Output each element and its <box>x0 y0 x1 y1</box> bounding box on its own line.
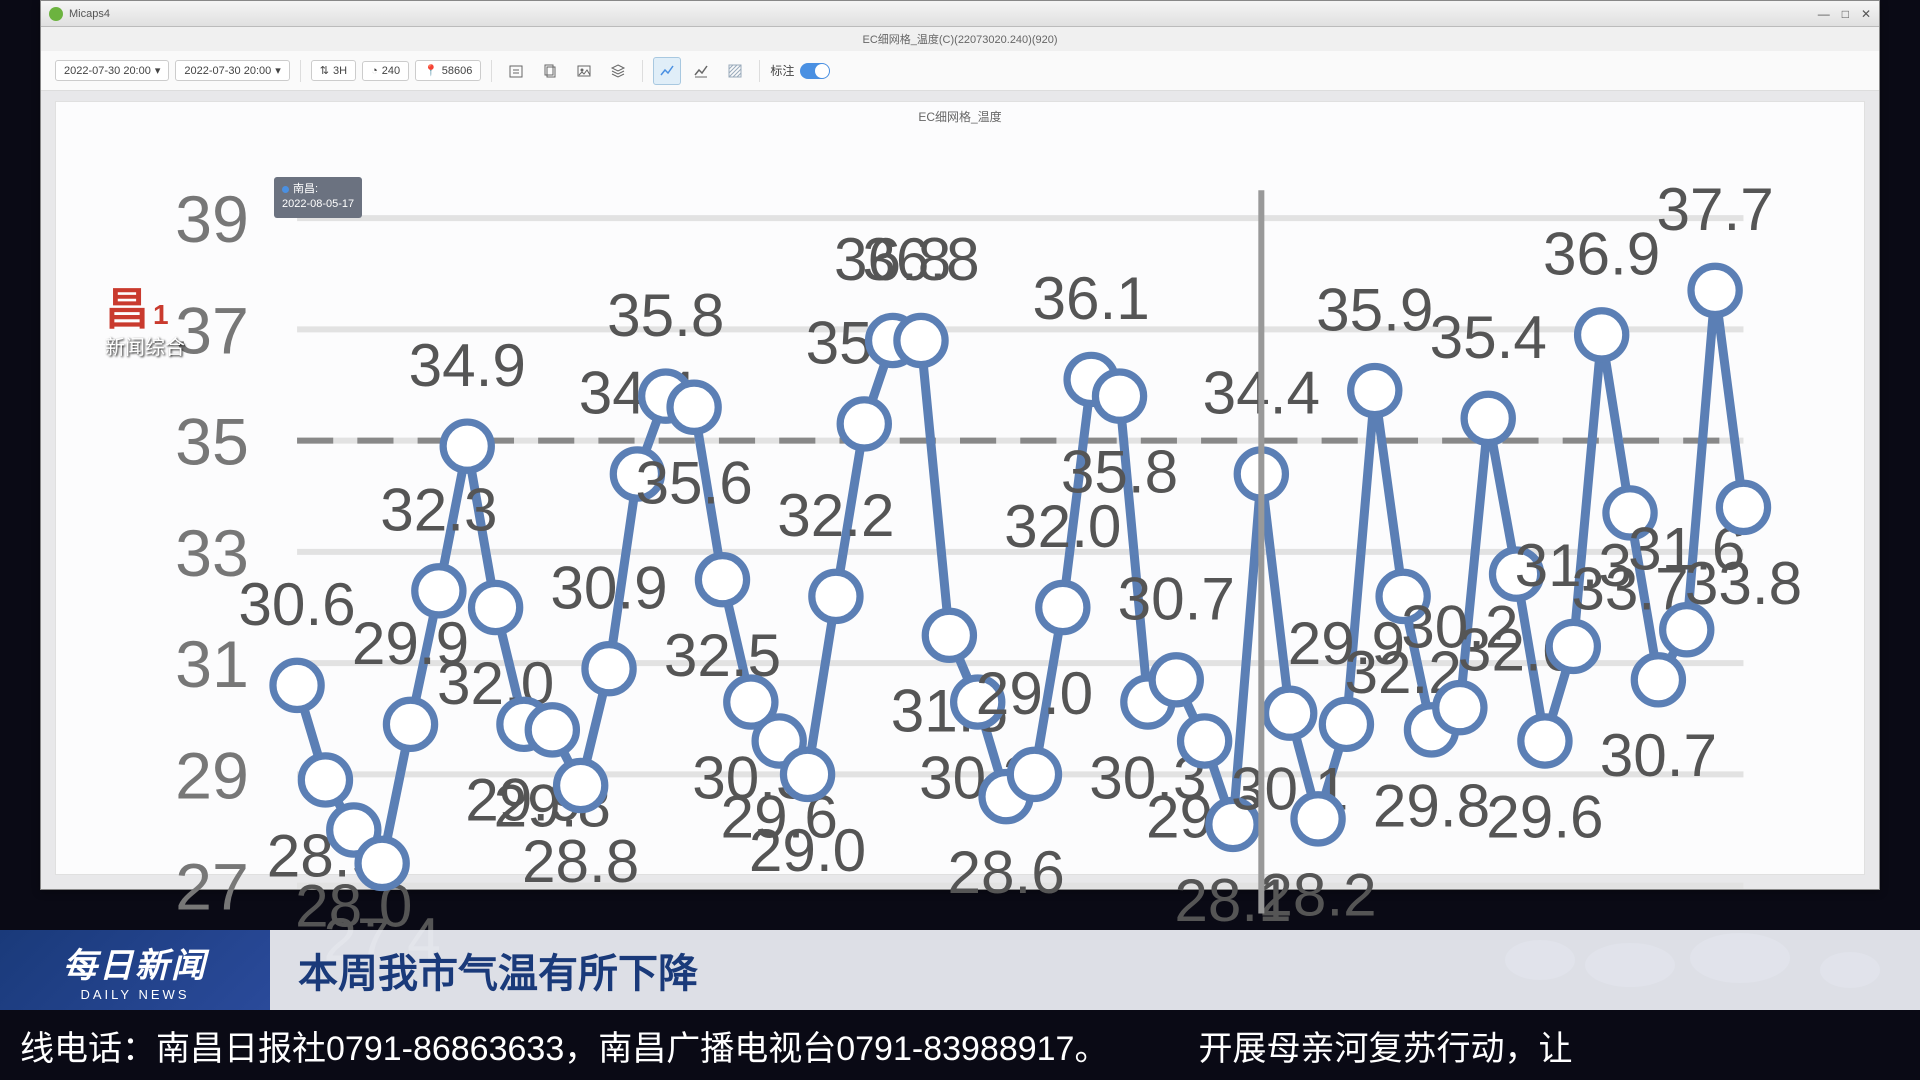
svg-text:31: 31 <box>175 628 249 702</box>
toolbar: 2022-07-30 20:00▾ 2022-07-30 20:00▾ ⇅3H … <box>41 51 1879 91</box>
channel-logo: 昌 <box>105 285 149 334</box>
layers-icon[interactable] <box>604 57 632 85</box>
news-overlay: 昌1 新闻综合 每日新闻 DAILY NEWS 本周我市气温有所下降 线电话：南… <box>0 890 1920 1080</box>
line-chart-icon[interactable] <box>653 57 681 85</box>
svg-text:28.8: 28.8 <box>522 827 639 895</box>
chart-panel: EC细网格_温度 2729313335373930.628.928.027.42… <box>55 101 1865 875</box>
close-button[interactable]: ✕ <box>1861 7 1871 21</box>
svg-text:39: 39 <box>175 183 249 257</box>
interval-field[interactable]: ⇅3H <box>311 60 356 81</box>
svg-text:36.9: 36.9 <box>1543 220 1660 288</box>
headline-bar: 每日新闻 DAILY NEWS 本周我市气温有所下降 <box>0 930 1920 1010</box>
svg-text:34.9: 34.9 <box>409 331 526 399</box>
svg-text:30.7: 30.7 <box>1118 565 1235 633</box>
svg-text:30.9: 30.9 <box>550 553 667 621</box>
program-badge: 每日新闻 DAILY NEWS <box>0 930 270 1010</box>
chart-title: EC细网格_温度 <box>56 102 1864 131</box>
application-window: Micaps4 — □ ✕ EC细网格_温度(C)(22073020.240)(… <box>40 0 1880 890</box>
pin-icon: 📍 <box>424 64 438 77</box>
svg-text:36.1: 36.1 <box>1033 264 1150 332</box>
marker-label: 标注 <box>770 62 794 79</box>
svg-text:32.2: 32.2 <box>777 481 894 549</box>
channel-logo-block: 昌1 新闻综合 <box>105 290 185 360</box>
date-to-field[interactable]: 2022-07-30 20:00▾ <box>175 60 289 81</box>
svg-text:36.8: 36.8 <box>862 225 979 293</box>
svg-text:30.6: 30.6 <box>238 570 355 638</box>
svg-text:35.8: 35.8 <box>607 281 724 349</box>
svg-text:37: 37 <box>175 294 249 368</box>
svg-text:35.8: 35.8 <box>1061 438 1178 506</box>
image-icon[interactable] <box>570 57 598 85</box>
document-title: EC细网格_温度(C)(22073020.240)(920) <box>41 27 1879 51</box>
channel-subtitle: 新闻综合 <box>105 331 185 360</box>
channel-number: 1 <box>153 299 169 330</box>
svg-text:35.4: 35.4 <box>1430 303 1547 371</box>
svg-text:33.8: 33.8 <box>1685 549 1802 617</box>
svg-text:35.9: 35.9 <box>1316 275 1433 343</box>
copy-icon[interactable] <box>536 57 564 85</box>
maximize-button[interactable]: □ <box>1842 7 1849 21</box>
date-from-field[interactable]: 2022-07-30 20:00▾ <box>55 60 169 81</box>
app-icon <box>49 7 63 21</box>
svg-text:32.3: 32.3 <box>380 476 497 544</box>
svg-text:30.7: 30.7 <box>1600 721 1717 789</box>
sort-icon: ⇅ <box>320 64 329 77</box>
chart-tooltip: 南昌: 2022-08-05-17 <box>274 177 362 218</box>
app-name: Micaps4 <box>69 8 110 20</box>
station-field[interactable]: 📍58606 <box>415 60 481 81</box>
headline-text: 本周我市气温有所下降 <box>298 941 698 999</box>
minimize-button[interactable]: — <box>1818 7 1830 21</box>
svg-text:29.0: 29.0 <box>749 816 866 884</box>
svg-text:35: 35 <box>175 406 249 480</box>
line-chart-alt-icon[interactable] <box>687 57 715 85</box>
marker-toggle[interactable] <box>800 63 830 79</box>
svg-text:37.7: 37.7 <box>1656 175 1773 243</box>
svg-text:29.8: 29.8 <box>1373 771 1490 839</box>
svg-text:29.0: 29.0 <box>976 659 1093 727</box>
svg-text:29: 29 <box>175 739 249 813</box>
export-icon[interactable] <box>502 57 530 85</box>
hours-field[interactable]: ◔240 <box>362 61 409 81</box>
window-titlebar: Micaps4 — □ ✕ <box>41 1 1879 27</box>
hatch-icon[interactable] <box>721 57 749 85</box>
svg-text:35.6: 35.6 <box>635 449 752 517</box>
news-ticker: 线电话：南昌日报社0791-86863633，南昌广播电视台0791-83988… <box>0 1010 1920 1080</box>
clock-icon: ◔ <box>371 65 378 77</box>
svg-text:29.6: 29.6 <box>1486 782 1603 850</box>
